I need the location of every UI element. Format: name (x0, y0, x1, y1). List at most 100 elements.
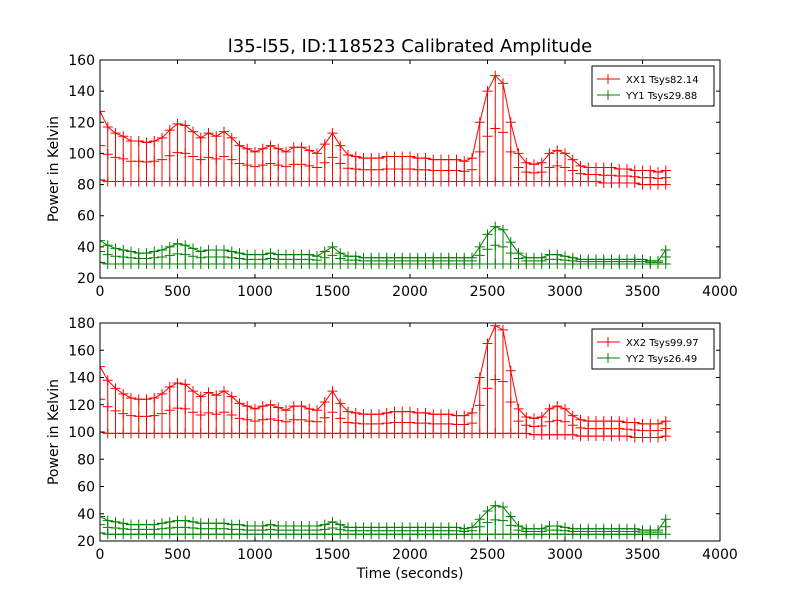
data-point (467, 418, 477, 429)
data-point (226, 409, 237, 420)
data-point (312, 162, 322, 173)
data-point (219, 251, 229, 262)
data-point (552, 401, 563, 412)
data-point (629, 526, 640, 537)
data-point (126, 392, 136, 403)
data-point (242, 160, 253, 171)
data-point (219, 523, 229, 534)
data-point (141, 137, 152, 148)
data-point (312, 416, 322, 427)
data-point (420, 407, 431, 418)
legend-box (591, 65, 715, 107)
data-point (335, 398, 346, 409)
data-point (374, 418, 384, 429)
data-point (102, 149, 113, 160)
x-tick-label: 3500 (625, 547, 661, 563)
data-point (141, 411, 152, 422)
data-point (653, 527, 663, 538)
data-point (257, 143, 268, 154)
data-point (451, 154, 462, 165)
data-point (498, 501, 508, 512)
data-point (141, 156, 152, 167)
data-point (188, 407, 198, 418)
data-point (265, 253, 276, 264)
data-point (219, 407, 229, 418)
data-point (164, 382, 175, 393)
plot-area (100, 323, 671, 540)
data-point (467, 153, 477, 164)
data-point (505, 365, 516, 376)
data-point (226, 132, 237, 143)
data-point (343, 417, 353, 428)
data-point (513, 416, 524, 427)
data-point (459, 419, 470, 430)
data-point (219, 151, 229, 162)
data-point (660, 423, 671, 434)
data-point (490, 374, 501, 385)
data-point (490, 123, 501, 134)
data-point (180, 379, 191, 390)
y-tick-label: 80 (77, 178, 95, 194)
data-point (459, 156, 470, 167)
data-point (498, 515, 508, 526)
data-point (281, 161, 291, 172)
data-point (234, 524, 245, 535)
data-point (118, 388, 129, 399)
data-point (327, 241, 338, 252)
data-point (234, 253, 245, 264)
data-point (467, 255, 477, 266)
data-point (327, 407, 338, 418)
data-point (374, 164, 384, 175)
data-point (180, 522, 191, 533)
data-point (474, 521, 485, 532)
x-tick-label: 2000 (392, 284, 428, 300)
data-point (188, 126, 198, 137)
data-point (157, 251, 167, 262)
data-point (141, 253, 152, 264)
data-point (327, 152, 338, 163)
y-tick-label: 60 (77, 480, 95, 496)
y-tick-label: 40 (77, 507, 95, 523)
data-point (319, 252, 330, 263)
data-point (257, 254, 268, 265)
x-tick-label: 2000 (392, 547, 428, 563)
y-tick-label: 140 (68, 371, 95, 387)
data-point (304, 403, 315, 414)
data-point (100, 257, 105, 268)
data-point (498, 241, 508, 252)
data-point (110, 523, 121, 534)
x-tick-label: 1000 (237, 547, 273, 563)
data-point (529, 159, 539, 170)
data-point (257, 160, 268, 171)
data-point (490, 221, 501, 232)
data-point (157, 132, 167, 143)
data-point (544, 148, 555, 159)
x-tick-label: 4000 (702, 547, 738, 563)
x-tick-label: 3000 (547, 547, 583, 563)
data-point (490, 514, 501, 525)
data-point (265, 140, 276, 151)
data-point (544, 403, 555, 414)
data-point (350, 255, 361, 266)
data-point (110, 152, 121, 163)
data-point (149, 135, 160, 146)
data-point (250, 146, 260, 157)
data-point (219, 126, 229, 137)
data-point (513, 253, 524, 264)
data-point (304, 254, 315, 265)
data-point (157, 523, 167, 534)
data-point (102, 375, 113, 386)
data-point (172, 403, 183, 414)
data-point (482, 383, 493, 394)
data-point (335, 524, 346, 535)
data-point (474, 241, 485, 252)
data-point (226, 391, 237, 402)
data-point (505, 520, 516, 531)
data-point (164, 250, 175, 261)
data-point (100, 174, 105, 185)
data-point (304, 160, 315, 171)
data-point (490, 240, 501, 251)
data-point (629, 424, 640, 435)
data-point (118, 251, 129, 262)
data-point (242, 414, 253, 425)
